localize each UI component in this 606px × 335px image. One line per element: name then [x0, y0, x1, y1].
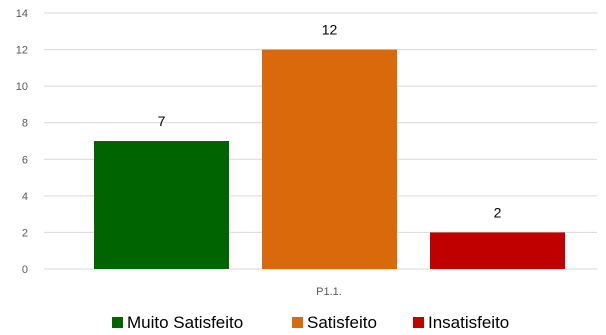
y-tick-label: 14	[16, 8, 28, 20]
legend-label: Muito Satisfeito	[127, 313, 243, 332]
legend: Muito Satisfeito Satisfeito Insatisfeito	[112, 313, 509, 332]
data-label: 2	[494, 204, 502, 220]
data-label: 12	[322, 22, 338, 38]
data-labels: 7 12 2	[158, 22, 502, 221]
y-tick-label: 2	[22, 227, 28, 239]
bar-insatisfeito	[430, 232, 565, 269]
data-label: 7	[158, 113, 166, 129]
legend-swatch	[413, 317, 424, 328]
y-tick-label: 4	[22, 191, 28, 203]
y-tick-label: 6	[22, 154, 28, 166]
legend-label: Satisfeito	[307, 313, 377, 332]
x-axis-categories: P1.1.	[316, 286, 342, 298]
bars	[94, 49, 565, 270]
legend-label: Insatisfeito	[428, 313, 509, 332]
y-tick-label: 0	[22, 264, 28, 276]
bar-satisfeito	[262, 49, 397, 270]
category-label: P1.1.	[316, 286, 342, 298]
y-tick-label: 12	[16, 45, 28, 57]
y-axis-ticks: 0 2 4 6 8 10 12 14	[16, 8, 28, 276]
bar-muito-satisfeito	[94, 141, 229, 269]
y-tick-label: 10	[16, 81, 28, 93]
legend-swatch	[292, 317, 303, 328]
legend-swatch	[112, 317, 123, 328]
y-tick-label: 8	[22, 118, 28, 130]
